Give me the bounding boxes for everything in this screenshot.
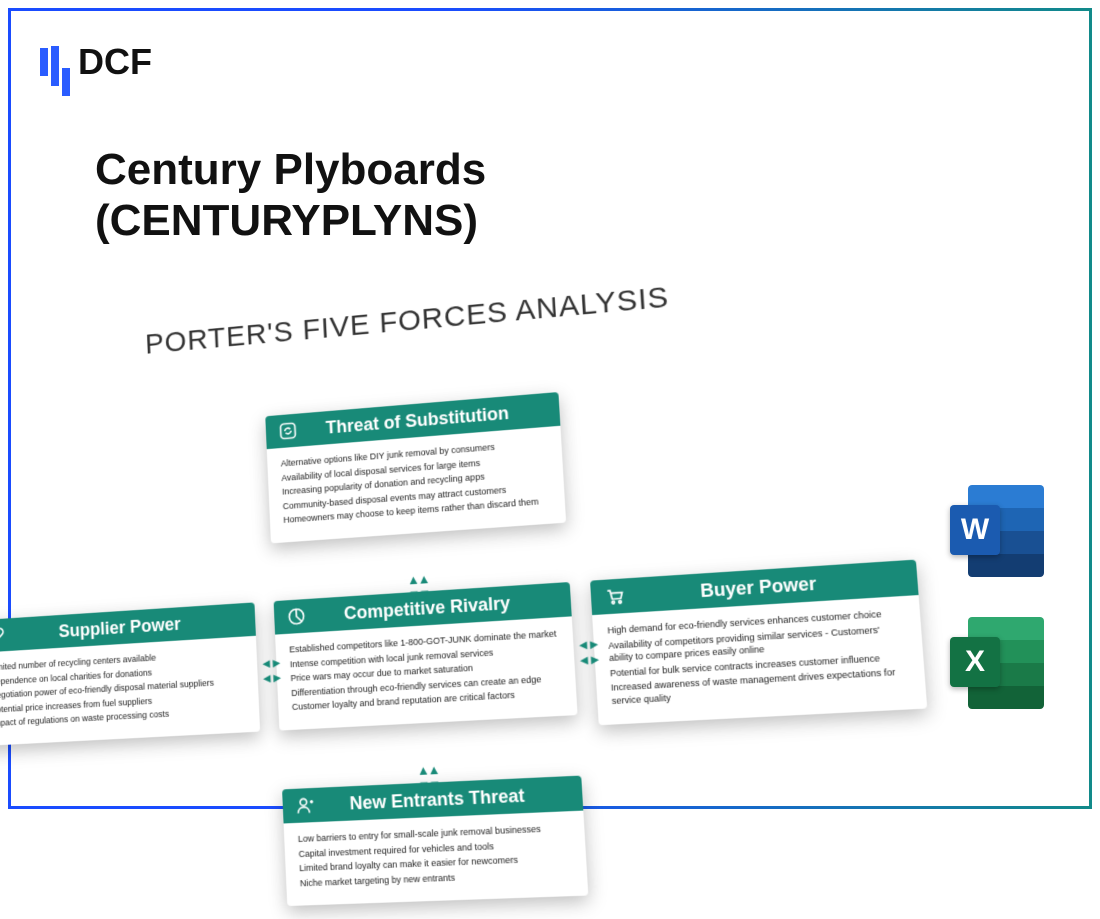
card-title: New Entrants Threat xyxy=(325,783,570,815)
card-body: High demand for eco-friendly services en… xyxy=(592,595,927,725)
title-line-2: (CENTURYPLYNS) xyxy=(95,196,478,245)
connector-icon: ◄►◄► xyxy=(260,655,282,686)
card-substitution: Threat of Substitution Alternative optio… xyxy=(265,392,566,543)
card-body: Established competitors like 1-800-GOT-J… xyxy=(275,616,578,730)
page-title: Century Plyboards (CENTURYPLYNS) xyxy=(95,145,486,246)
file-icons: W X xyxy=(950,485,1045,709)
connector-icon: ▲▲▼▼ xyxy=(416,762,439,793)
title-line-1: Century Plyboards xyxy=(95,145,486,194)
connector-icon: ▲▲▼▼ xyxy=(407,571,430,602)
card-body: Limited number of recycling centers avai… xyxy=(0,636,260,746)
link-icon xyxy=(0,624,7,646)
pie-chart-icon xyxy=(285,605,307,628)
word-letter: W xyxy=(950,505,1000,555)
excel-icon[interactable]: X xyxy=(950,617,1045,709)
logo: DCF xyxy=(40,38,152,86)
card-rivalry: Competitive Rivalry Established competit… xyxy=(274,582,578,731)
connector-icon: ◄►◄► xyxy=(576,636,600,668)
card-buyer: Buyer Power High demand for eco-friendly… xyxy=(590,560,927,725)
porter-diagram: PORTER'S FIVE FORCES ANALYSIS Threat of … xyxy=(0,261,930,919)
refresh-icon xyxy=(277,419,299,442)
logo-bars-icon xyxy=(40,38,70,86)
card-entrants: New Entrants Threat Low barriers to entr… xyxy=(282,776,588,907)
word-icon[interactable]: W xyxy=(950,485,1045,577)
user-plus-icon xyxy=(294,794,316,817)
cart-icon xyxy=(603,585,627,609)
excel-letter: X xyxy=(950,637,1000,687)
logo-text: DCF xyxy=(78,41,152,83)
card-supplier: Supplier Power Limited number of recycli… xyxy=(0,602,260,746)
card-body: Low barriers to entry for small-scale ju… xyxy=(284,811,589,907)
